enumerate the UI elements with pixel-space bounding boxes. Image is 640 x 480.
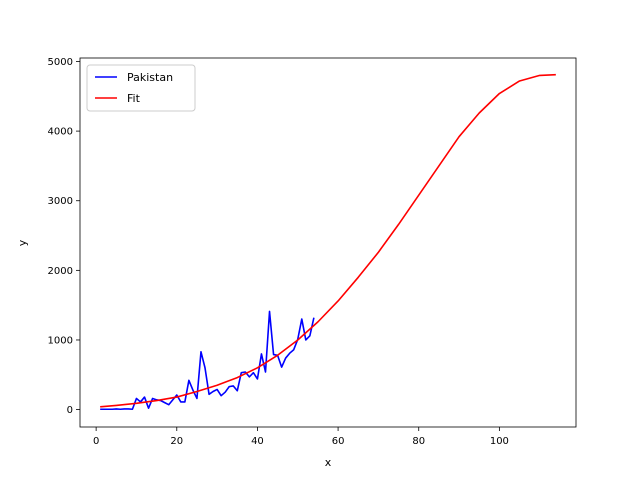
plot-area <box>100 73 556 411</box>
x-tick-label: 40 <box>251 436 264 447</box>
x-tick-label: 100 <box>490 436 509 447</box>
x-axis-label: x <box>325 456 332 469</box>
y-tick-label: 0 <box>67 405 73 416</box>
legend-label-fit: Fit <box>127 92 141 105</box>
x-tick-label: 80 <box>412 436 425 447</box>
x-tick-label: 60 <box>332 436 345 447</box>
y-tick-label: 2000 <box>48 266 73 277</box>
legend: Pakistan Fit <box>86 64 196 112</box>
x-tick-label: 0 <box>93 436 99 447</box>
legend-label-pakistan: Pakistan <box>127 71 173 84</box>
series-line-fit <box>100 73 556 408</box>
axes-frame <box>79 57 577 428</box>
y-tick-label: 3000 <box>48 196 73 207</box>
y-tick-label: 5000 <box>48 57 73 68</box>
y-tick-label: 1000 <box>48 335 73 346</box>
series-line-pakistan <box>100 310 315 411</box>
y-axis-label: y <box>16 239 29 246</box>
x-tick-label: 20 <box>170 436 183 447</box>
y-tick-label: 4000 <box>48 127 73 138</box>
